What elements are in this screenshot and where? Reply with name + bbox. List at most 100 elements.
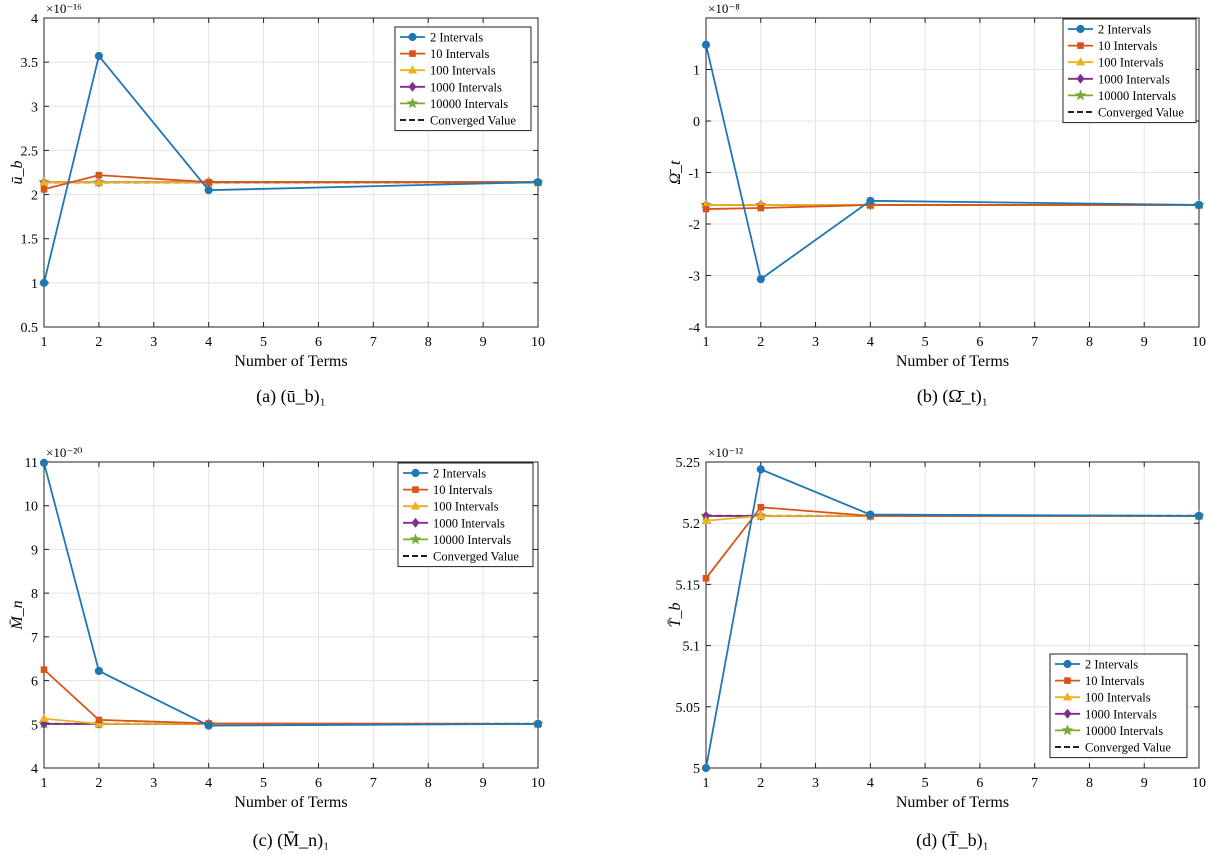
- data-point: [95, 716, 103, 724]
- chart-panel-2: 1 2 3 4 5 6 7 8 9 10 -4 -3 -2 -1 0 1 ×10⁻⁸ Number of Term…: [667, 1, 1206, 407]
- x-tick-label: 3: [812, 335, 819, 350]
- legend-entry: 2 Intervals: [433, 467, 486, 481]
- axes-box: [43, 17, 539, 328]
- panel-caption: (b) (Ω̄_t)₁: [917, 386, 988, 407]
- legend-marker: [1077, 42, 1084, 49]
- panel-caption: (d) (T̄_b)₁: [916, 830, 989, 851]
- y-tick-label: 4: [31, 12, 38, 27]
- legend-marker: [1063, 659, 1072, 669]
- data-point: [1194, 511, 1204, 520]
- series-line-2: [43, 668, 539, 725]
- x-tick-label: 6: [976, 776, 983, 791]
- series-line-1: [43, 462, 539, 727]
- data-point: [204, 721, 213, 730]
- x-tick-label: 2: [757, 776, 764, 791]
- data-point: [756, 275, 765, 284]
- x-tick-label: 2: [95, 776, 102, 791]
- legend-entry: Converged Value: [1098, 106, 1184, 120]
- x-axis-label: Number of Terms: [896, 794, 1009, 811]
- legend-marker: [1061, 724, 1074, 736]
- x-tick-label: 1: [41, 335, 48, 350]
- y-tick-label: 10: [24, 500, 38, 515]
- x-tick-label: 3: [812, 776, 819, 791]
- data-point: [756, 465, 765, 474]
- legend-box: [1049, 653, 1188, 759]
- legend-marker: [409, 50, 416, 57]
- x-axis-label: Number of Terms: [234, 794, 347, 811]
- data-point: [39, 177, 49, 186]
- legend-marker: [408, 32, 417, 42]
- x-axis-label: Number of Terms: [896, 353, 1009, 370]
- legend-box: [1062, 18, 1197, 124]
- x-tick-label: 1: [41, 776, 48, 791]
- legend-entry: 10 Intervals: [1085, 674, 1144, 688]
- data-point: [40, 185, 48, 193]
- y-scale-label: ×10⁻¹⁶: [46, 1, 82, 16]
- data-point: [701, 515, 711, 525]
- y-tick-label: 4: [31, 762, 38, 777]
- legend-entry: 1000 Intervals: [430, 80, 502, 94]
- legend-marker: [408, 81, 417, 92]
- legend-marker: [1062, 692, 1073, 701]
- legend: 2 Intervals 10 Intervals 100 Intervals 1000…: [1049, 653, 1188, 759]
- y-tick-label: 2: [31, 189, 38, 204]
- data-point: [39, 278, 49, 287]
- x-tick-label: 8: [1086, 335, 1093, 350]
- y-tick-label: 0: [693, 115, 700, 130]
- legend-entry: 10 Intervals: [430, 47, 489, 61]
- data-point: [39, 458, 49, 467]
- y-tick-label: 5.25: [676, 456, 701, 471]
- legend-entry: 100 Intervals: [1098, 56, 1164, 70]
- data-point: [1194, 200, 1204, 210]
- y-tick-label: 7: [31, 631, 38, 646]
- data-point: [866, 196, 875, 205]
- y-tick-label: -4: [688, 321, 700, 336]
- x-tick-label: 5: [922, 335, 929, 350]
- data-point: [40, 666, 48, 673]
- x-tick-label: 4: [205, 335, 212, 350]
- data-point: [757, 204, 765, 212]
- series-line-2: [43, 174, 538, 191]
- legend-marker: [410, 501, 421, 510]
- y-tick-label: -3: [688, 270, 700, 285]
- axes-box: [705, 461, 1200, 769]
- y-tick-label: 5: [693, 762, 700, 777]
- data-point: [94, 51, 103, 61]
- y-tick-label: -1: [688, 167, 700, 182]
- y-axis-label: Ω̄_t: [667, 160, 684, 185]
- x-tick-label: 6: [315, 776, 322, 791]
- x-tick-label: 3: [150, 776, 157, 791]
- data-point: [94, 177, 104, 186]
- chart-panel-3: 1 2 3 4 5 6 7 8 9 10 4 5 6 7 8 9 10 11 ×10⁻²⁰ Number of Ter…: [9, 445, 545, 851]
- x-tick-label: 2: [757, 335, 764, 350]
- legend-marker: [1064, 677, 1071, 684]
- x-tick-label: 7: [370, 776, 377, 791]
- x-tick-label: 1: [703, 335, 710, 350]
- y-tick-label: 5: [31, 718, 38, 733]
- x-tick-label: 8: [425, 776, 432, 791]
- legend-entry: 10000 Intervals: [1085, 724, 1163, 738]
- data-point: [757, 503, 765, 511]
- x-tick-label: 6: [315, 335, 322, 350]
- y-tick-label: 2.5: [21, 144, 39, 159]
- data-point: [867, 201, 874, 209]
- data-point: [94, 666, 103, 676]
- data-point: [95, 171, 103, 179]
- legend-marker: [412, 486, 419, 493]
- x-axis-label: Number of Terms: [234, 353, 347, 370]
- legend-entry: 2 Intervals: [430, 31, 483, 45]
- y-tick-label: -2: [688, 218, 700, 233]
- axes-box: [43, 461, 539, 769]
- data-point: [701, 40, 711, 49]
- y-tick-label: 5.05: [676, 701, 701, 716]
- x-tick-label: 10: [531, 335, 545, 350]
- legend: 2 Intervals 10 Intervals 100 Intervals 1000…: [1062, 18, 1197, 124]
- legend-marker: [406, 97, 419, 109]
- legend-entry: 1000 Intervals: [1098, 72, 1170, 86]
- y-scale-label: ×10⁻⁸: [708, 1, 740, 16]
- data-point: [533, 178, 543, 187]
- legend-entry: 2 Intervals: [1098, 23, 1151, 37]
- data-point: [39, 713, 49, 722]
- chart-panel-1: 1 2 3 4 5 6 7 8 9 100.511.522.533.54×10⁻¹⁶Number …: [9, 1, 545, 407]
- data-point: [204, 186, 213, 195]
